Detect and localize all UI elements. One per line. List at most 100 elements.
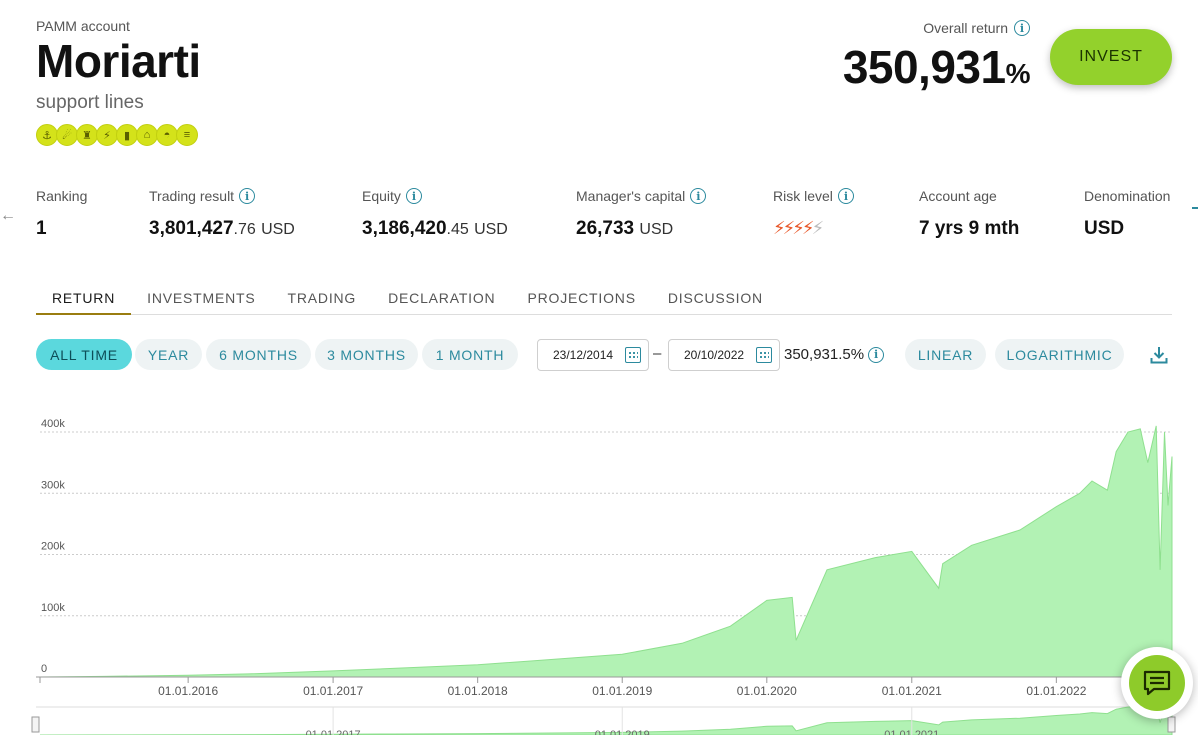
date-to-value: 20/10/2022: [684, 348, 745, 362]
stat-value-whole: 26,733: [576, 218, 635, 239]
stat-value-fraction: .76: [233, 221, 256, 238]
stat-label: Ranking: [36, 188, 88, 204]
stat-label-row: Equity i: [362, 186, 508, 206]
stat-value: 3,186,420.45 USD: [362, 218, 508, 240]
risk-bolt-icon: ⚡: [801, 218, 815, 238]
navigator-tick-label: 01.01.2019: [595, 729, 650, 735]
y-tick-label: 400k: [41, 418, 65, 430]
tab-return[interactable]: RETURN: [36, 282, 132, 315]
scroll-left-arrow-icon[interactable]: ←: [0, 207, 16, 224]
date-range-separator: –: [653, 345, 662, 362]
info-icon[interactable]: i: [1014, 20, 1030, 36]
info-icon[interactable]: i: [405, 188, 422, 204]
section-tabs: RETURN INVESTMENTS TRADING DECLARATION P…: [36, 282, 1172, 315]
period-year-button[interactable]: YEAR: [135, 339, 202, 370]
gauge-icon[interactable]: ◓: [156, 124, 178, 146]
stat-risk-level: Risk level i ⚡⚡⚡⚡⚡: [773, 186, 854, 239]
home-icon[interactable]: ⌂: [136, 124, 158, 146]
stat-equity: Equity i 3,186,420.45 USD: [362, 186, 508, 240]
coins-icon[interactable]: ≡: [176, 124, 198, 146]
lightning-icon[interactable]: ⚡: [96, 124, 118, 146]
x-tick-label: 01.01.2018: [448, 684, 508, 698]
tab-declaration[interactable]: DECLARATION: [388, 290, 496, 306]
stats-row: Ranking 1 Trading result i 3,801,427.76 …: [0, 186, 1198, 246]
download-icon[interactable]: [1149, 345, 1169, 365]
stat-label: Denomination: [1084, 188, 1171, 204]
risk-bolt-icon: ⚡: [811, 218, 825, 238]
account-type: PAMM account: [36, 18, 130, 34]
stat-value-fraction: .45: [446, 221, 469, 238]
stat-label-row: Trading result i: [149, 186, 295, 206]
calendar-icon[interactable]: [756, 347, 772, 363]
navigator-handle-left[interactable]: [31, 716, 40, 733]
risk-bolt-icon: ⚡: [792, 218, 805, 238]
stat-label: Manager's capital: [576, 188, 686, 204]
return-area-series: [39, 425, 1173, 678]
return-chart[interactable]: 0 100k 200k 300k 400k 01.01.2016 01.01.2017 01.…: [0, 395, 1198, 735]
stat-value-unit: USD: [474, 221, 508, 238]
period-all-time-button[interactable]: ALL TIME: [36, 339, 132, 370]
period-1-month-button[interactable]: 1 MONTH: [422, 339, 518, 370]
overall-return: Overall return i 350,931%: [842, 20, 1031, 94]
date-from-input[interactable]: 23/12/2014: [537, 339, 649, 371]
y-tick-label: 0: [41, 663, 47, 675]
overall-return-number: 350,931: [842, 41, 1006, 93]
period-6-months-button[interactable]: 6 MONTHS: [206, 339, 311, 370]
info-icon[interactable]: i: [239, 188, 256, 204]
chat-icon: [1143, 670, 1171, 696]
anchor-icon[interactable]: ⚓: [36, 124, 58, 146]
risk-bolt-icon: ⚡: [782, 218, 796, 238]
scroll-right-indicator[interactable]: [1192, 207, 1198, 209]
stat-value-whole: 3,801,427: [149, 218, 234, 239]
x-tick-label: 01.01.2021: [882, 684, 942, 698]
stat-value: 1: [36, 218, 47, 239]
tab-trading[interactable]: TRADING: [287, 290, 357, 306]
date-to-input[interactable]: 20/10/2022: [668, 339, 780, 371]
stat-trading-result: Trading result i 3,801,427.76 USD: [149, 186, 295, 240]
scale-linear-button[interactable]: LINEAR: [905, 339, 986, 370]
navigator-handle-right[interactable]: [1167, 716, 1176, 733]
y-tick-label: 200k: [41, 541, 65, 553]
range-return: 350,931.5% i: [784, 346, 885, 363]
stat-ranking: Ranking 1: [36, 186, 87, 240]
navigator-tick-label: 01.01.2017: [306, 729, 361, 735]
stat-managers-capital: Manager's capital i 26,733 USD: [576, 186, 707, 240]
stat-denomination: Denomination USD: [1084, 186, 1170, 240]
stat-value: USD: [1084, 218, 1125, 239]
stat-label-row: Risk level i: [773, 186, 854, 206]
stat-label: Risk level: [773, 188, 833, 204]
stat-label: Account age: [919, 188, 997, 204]
invest-button[interactable]: INVEST: [1050, 29, 1172, 85]
x-tick-label: 01.01.2016: [158, 684, 218, 698]
tab-investments[interactable]: INVESTMENTS: [147, 290, 256, 306]
stat-value: 7 yrs 9 mth: [919, 218, 1020, 239]
date-from-value: 23/12/2014: [553, 348, 614, 362]
calendar-icon[interactable]: [625, 347, 641, 363]
info-icon[interactable]: i: [868, 346, 885, 363]
briefcase-icon[interactable]: ▮: [116, 124, 138, 146]
chat-button[interactable]: [1121, 647, 1193, 719]
navigator-tick-label: 01.01.2021: [884, 729, 939, 735]
tab-discussion[interactable]: DISCUSSION: [667, 290, 763, 306]
x-tick-label: 01.01.2017: [303, 684, 363, 698]
y-tick-label: 300k: [41, 479, 65, 491]
overall-return-label: Overall return: [923, 20, 1008, 36]
stat-label-row: Manager's capital i: [576, 186, 707, 206]
period-3-months-button[interactable]: 3 MONTHS: [315, 339, 418, 370]
overall-return-value: 350,931%: [842, 40, 1031, 94]
tab-projections[interactable]: PROJECTIONS: [527, 290, 636, 306]
achievement-badges: ⚓ ☄ ♜ ⚡ ▮ ⌂ ◓ ≡: [36, 124, 201, 146]
account-header: PAMM account Moriarti support lines ⚓ ☄ …: [36, 18, 201, 146]
info-icon[interactable]: i: [837, 188, 854, 204]
trophy-icon[interactable]: ♜: [76, 124, 98, 146]
y-tick-label: 100k: [41, 602, 65, 614]
scale-logarithmic-button[interactable]: LOGARITHMIC: [995, 339, 1124, 370]
account-subtitle: support lines: [36, 92, 144, 113]
account-name: Moriarti: [36, 35, 201, 87]
info-icon[interactable]: i: [690, 188, 707, 204]
x-tick-label: 01.01.2020: [737, 684, 797, 698]
x-tick-label: 01.01.2019: [592, 684, 652, 698]
runner-icon[interactable]: ☄: [56, 124, 78, 146]
range-return-value: 350,931.5%: [784, 346, 865, 363]
stat-label: Equity: [362, 188, 401, 204]
